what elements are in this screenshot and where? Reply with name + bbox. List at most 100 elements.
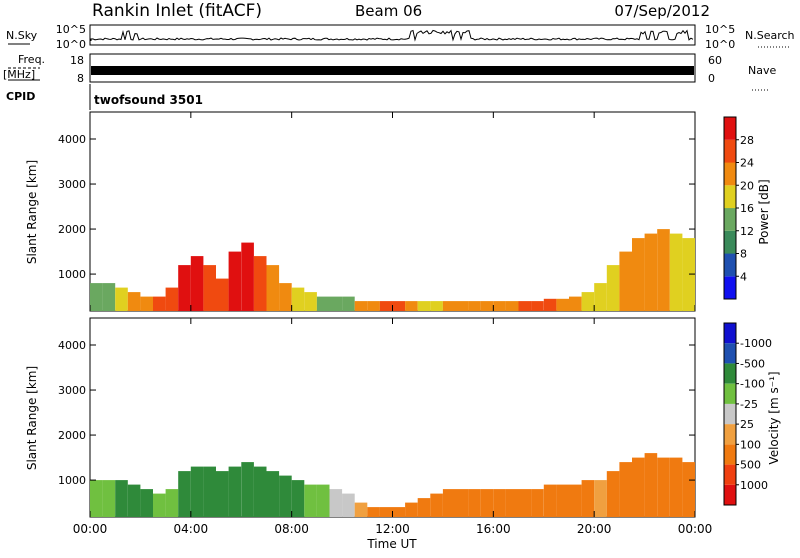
data-cell	[657, 229, 670, 311]
colorbar-tick-label: 12	[740, 225, 754, 238]
data-cell	[430, 301, 443, 311]
data-cell	[644, 453, 658, 517]
data-cell	[253, 466, 267, 517]
power-colorbar: 4 8 12 16 20 24 28	[723, 116, 754, 300]
y-tick-label: 4000	[58, 133, 86, 146]
nsearch-tick-top: 10^5	[705, 23, 735, 36]
nsky-trace	[90, 29, 694, 42]
data-cell	[228, 251, 242, 311]
velocity-y-axis-label: Slant Range [km]	[25, 366, 39, 470]
data-cell	[304, 292, 317, 311]
colorbar-segment	[724, 162, 736, 186]
nsky-tick-top: 10^5	[56, 23, 86, 36]
x-tick-label: 08:00	[274, 522, 309, 536]
freq-trace	[91, 66, 694, 75]
velocity-y-axis: 1000 2000 3000 4000	[58, 339, 695, 487]
colorbar-tick-label: -500	[740, 357, 765, 370]
beam-title: Beam 06	[355, 2, 422, 20]
freq-label-line1: Freq.	[18, 53, 45, 66]
data-cell	[178, 265, 191, 311]
data-cell	[632, 238, 645, 311]
data-cell	[392, 301, 406, 311]
data-cell	[329, 296, 343, 311]
colorbar-segment	[724, 484, 736, 505]
data-cell	[569, 484, 582, 517]
data-cell	[619, 251, 632, 311]
colorbar-tick-label: -1000	[740, 337, 772, 350]
data-cell	[505, 301, 519, 311]
data-cell	[682, 462, 695, 517]
data-cell	[442, 489, 456, 517]
data-cell	[493, 489, 506, 517]
data-cell	[405, 502, 418, 517]
data-cell	[140, 296, 153, 311]
data-cell	[417, 301, 431, 311]
data-cell	[115, 480, 128, 517]
colorbar-segment	[724, 444, 736, 465]
data-cell	[392, 507, 406, 517]
data-cell	[90, 480, 103, 517]
data-cell	[90, 283, 103, 311]
data-cell	[581, 480, 595, 517]
velocity-colorbar-label: Velocity [m s⁻¹]	[767, 371, 781, 464]
x-tick-label: 16:00	[476, 522, 511, 536]
data-cell	[518, 301, 532, 311]
cpid-label: CPID	[6, 90, 35, 103]
colorbar-segment	[724, 424, 736, 445]
data-cell	[493, 301, 506, 311]
data-cell	[417, 498, 431, 517]
freq-tick-bottom: 8	[77, 72, 84, 85]
colorbar-segment	[724, 343, 736, 364]
data-cell	[216, 278, 229, 311]
colorbar-tick-label: 1000	[740, 479, 768, 492]
data-cell	[266, 265, 280, 311]
date-title: 07/Sep/2012	[614, 2, 710, 20]
data-cell	[606, 471, 620, 517]
data-cell	[342, 493, 355, 517]
data-cell	[430, 493, 443, 517]
data-cell	[594, 480, 607, 517]
colorbar-segment	[724, 276, 736, 300]
velocity-panel: 1000 2000 3000 4000 Slant Range [km] 1000 50…	[25, 317, 781, 518]
x-tick-label: 04:00	[174, 522, 209, 536]
y-tick-label: 3000	[58, 178, 86, 191]
data-cell	[342, 296, 355, 311]
nsearch-tick-bottom: 10^0	[705, 38, 735, 51]
data-cell	[379, 507, 393, 517]
colorbar-segment	[724, 253, 736, 277]
data-cell	[379, 301, 393, 311]
colorbar-segment	[724, 363, 736, 384]
data-cell	[581, 292, 595, 311]
nsky-line	[90, 29, 694, 42]
colorbar-segment	[724, 117, 736, 140]
colorbar-segment	[724, 208, 736, 231]
power-panel: 1000 2000 3000 4000 Slant Range [km] 4 8 12 16…	[25, 111, 771, 312]
data-cell	[657, 457, 670, 517]
data-cell	[455, 489, 469, 517]
data-cell	[543, 298, 557, 311]
data-cell	[354, 502, 368, 517]
data-cell	[468, 301, 481, 311]
nsky-label: N.Sky	[6, 29, 38, 42]
nave-label: Nave	[748, 64, 776, 77]
data-cell	[127, 484, 141, 517]
x-tick-label: 20:00	[577, 522, 612, 536]
data-cell	[253, 256, 267, 311]
data-cell	[367, 301, 380, 311]
colorbar-tick-label: 100	[740, 438, 761, 451]
colorbar-tick-label: 28	[740, 134, 754, 147]
colorbar-tick-label: 4	[740, 270, 747, 283]
data-cell	[669, 233, 683, 311]
data-cell	[619, 462, 632, 517]
data-cell	[279, 283, 292, 311]
colorbar-tick-label: 16	[740, 202, 754, 215]
colorbar-tick-label: 500	[740, 459, 761, 472]
data-cell	[190, 256, 204, 311]
colorbar-tick-label: 20	[740, 179, 754, 192]
data-cell	[241, 462, 254, 517]
nsearch-label: N.Search	[745, 29, 795, 42]
freq-label-line2: [MHz]	[3, 68, 35, 81]
data-cell	[569, 296, 582, 311]
